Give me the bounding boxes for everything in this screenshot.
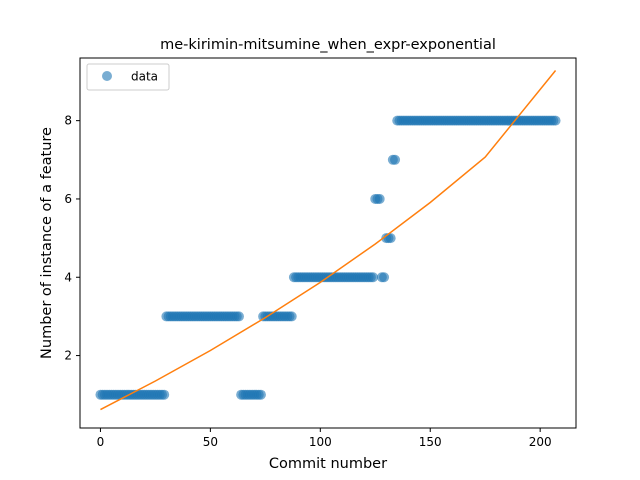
data-points (95, 115, 561, 400)
x-tick-label: 0 (97, 435, 105, 449)
data-point (286, 311, 297, 322)
data-point (390, 154, 401, 165)
y-axis: 2 4 6 8 (64, 114, 80, 363)
data-point (159, 389, 170, 400)
y-tick-label: 4 (64, 270, 72, 284)
x-axis-label: Commit number (269, 456, 387, 472)
data-point (233, 311, 244, 322)
y-tick-label: 2 (64, 349, 72, 363)
legend-box (86, 63, 170, 91)
legend-label: data (131, 70, 158, 84)
chart-title: me-kirimin-mitsumine_when_expr-exponenti… (160, 37, 496, 53)
data-point (379, 272, 390, 283)
legend-marker (102, 71, 112, 81)
plot-frame (79, 57, 577, 429)
x-tick-label: 200 (529, 435, 552, 449)
x-tick-label: 150 (419, 435, 442, 449)
data-point (368, 272, 379, 283)
x-tick-label: 50 (203, 435, 218, 449)
y-tick-label: 6 (64, 192, 72, 206)
y-axis-label: Number of instance of a feature (39, 127, 55, 359)
fit-line-layer (100, 70, 557, 411)
data-point (255, 389, 266, 400)
data-point (550, 115, 561, 126)
y-tick-label: 8 (64, 114, 72, 128)
data-point (385, 233, 396, 244)
legend: data (86, 63, 170, 91)
x-tick-label: 100 (309, 435, 332, 449)
data-point (374, 193, 385, 204)
fit-line (100, 70, 557, 411)
x-axis: 0 50 100 150 200 (97, 428, 552, 449)
